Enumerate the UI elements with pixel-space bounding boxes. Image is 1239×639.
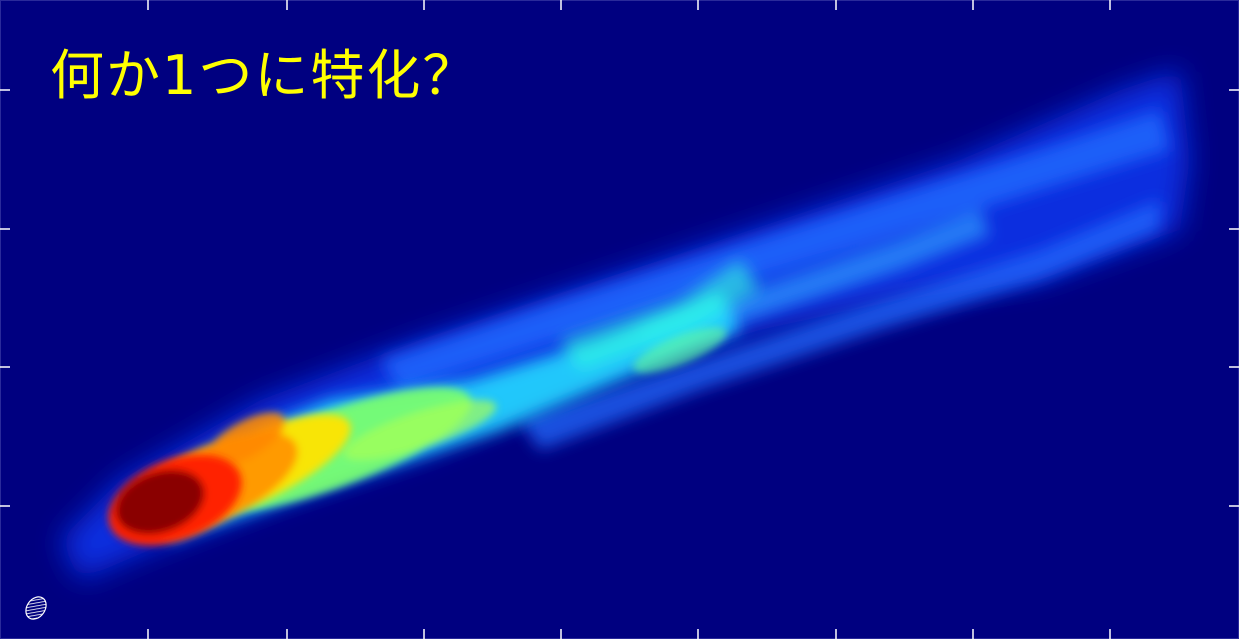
beam-ellipse (25, 596, 47, 620)
caption-text: 何か1つに特化？ (50, 44, 479, 107)
jet-core (108, 454, 242, 546)
